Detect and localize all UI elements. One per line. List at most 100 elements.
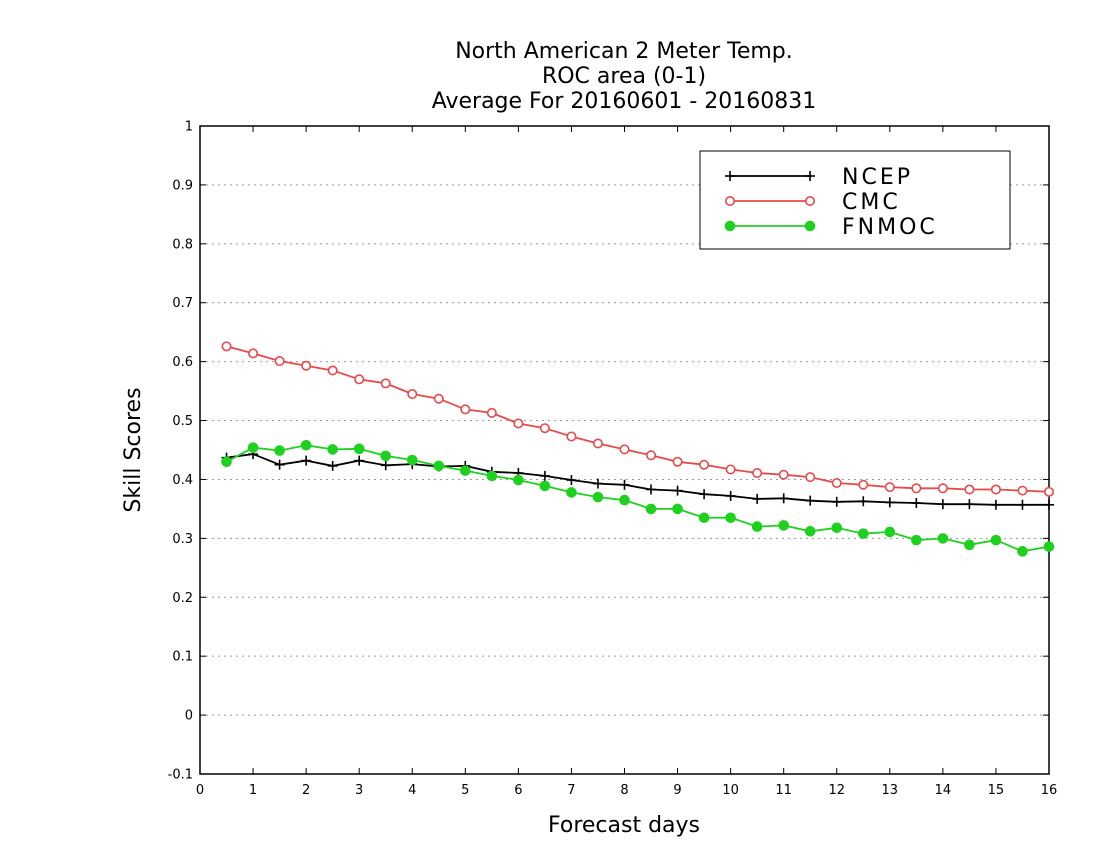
marker-open-circle-cmc (646, 450, 657, 461)
y-tick-label: 0.8 (172, 237, 193, 252)
marker-plus-ncep (646, 484, 657, 495)
marker-filled-circle-fnmoc (486, 470, 498, 482)
y-tick-label: -0.1 (168, 768, 193, 783)
marker-filled-circle-fnmoc (884, 526, 896, 538)
marker-filled-circle-fnmoc (911, 534, 922, 546)
marker-filled-circle-fnmoc (964, 539, 975, 551)
y-tick-label: 0.9 (172, 178, 193, 193)
legend-item-fnmoc: FNMOC (724, 215, 935, 240)
marker-filled-circle-fnmoc (672, 503, 683, 515)
marker-open-circle-cmc (486, 407, 497, 418)
series-fnmoc (221, 439, 1055, 557)
marker-open-circle-cmc (221, 341, 232, 352)
marker-filled-circle-fnmoc (353, 443, 365, 455)
x-tick-label: 0 (196, 783, 204, 798)
marker-open-circle-cmc (725, 464, 736, 475)
x-tick-label: 16 (1041, 783, 1058, 798)
marker-filled-circle-fnmoc (619, 494, 630, 506)
x-axis-title: Forecast days (548, 813, 700, 838)
marker-open-circle-cmc (805, 472, 816, 483)
series-ncep (221, 449, 1054, 510)
marker-filled-circle-fnmoc (751, 521, 763, 532)
y-tick-label: 0.2 (172, 591, 193, 606)
marker-filled-circle-legend (724, 220, 736, 232)
y-tick-label: 0 (185, 709, 193, 724)
marker-filled-circle-fnmoc (566, 487, 577, 498)
series-line-fnmoc (226, 444, 1050, 553)
y-axis-title: Skill Scores (121, 387, 146, 512)
x-tick-label: 9 (673, 783, 681, 798)
marker-open-circle-cmc (274, 356, 285, 367)
y-tick-label: 0.3 (172, 532, 193, 547)
chart-title-line: Average For 20160601 - 20160831 (432, 89, 817, 114)
marker-plus-ncep (327, 460, 338, 471)
x-tick-label: 7 (567, 783, 575, 798)
marker-open-circle-cmc (831, 477, 842, 488)
marker-open-circle-cmc (301, 360, 312, 371)
marker-plus-ncep (778, 493, 789, 504)
marker-open-circle-cmc (884, 482, 895, 493)
marker-filled-circle-fnmoc (380, 450, 392, 462)
marker-open-circle-cmc (460, 404, 471, 415)
marker-plus-ncep (592, 478, 603, 489)
marker-plus-ncep (990, 499, 1001, 510)
x-tick-label: 11 (775, 783, 792, 798)
marker-plus-ncep (301, 455, 312, 466)
marker-open-circle-legend (804, 196, 815, 207)
y-tick-label: 0.1 (172, 650, 193, 665)
series-lines (221, 341, 1055, 557)
marker-filled-circle-legend (804, 220, 816, 232)
marker-plus-ncep (354, 455, 365, 466)
marker-plus-ncep (725, 490, 736, 501)
marker-filled-circle-fnmoc (592, 491, 604, 503)
marker-filled-circle-fnmoc (831, 522, 843, 534)
marker-filled-circle-fnmoc (937, 533, 949, 544)
marker-plus-ncep (1044, 499, 1054, 510)
y-tick-label: 0.6 (172, 355, 193, 370)
marker-filled-circle-fnmoc (327, 444, 338, 455)
marker-filled-circle-fnmoc (990, 534, 1002, 546)
marker-plus-legend (805, 171, 815, 181)
legend-box (699, 150, 1011, 250)
marker-open-circle-cmc (619, 444, 630, 455)
marker-plus-ncep (1017, 499, 1028, 510)
axis-ticks: -0.100.10.20.30.40.50.60.70.80.910 1 2 3 4 5 6… (168, 120, 1058, 799)
marker-plus-ncep (274, 459, 285, 470)
marker-plus-ncep (619, 479, 630, 490)
marker-open-circle-cmc (354, 374, 365, 385)
marker-plus-ncep (831, 496, 842, 507)
marker-filled-circle-fnmoc (725, 512, 736, 524)
marker-filled-circle-fnmoc (247, 442, 259, 453)
y-tick-label: 0.5 (172, 414, 193, 429)
marker-open-circle-cmc (592, 438, 603, 449)
y-tick-label: 0.4 (172, 473, 193, 488)
marker-open-circle-cmc (407, 389, 418, 400)
marker-open-circle-cmc (327, 365, 338, 376)
marker-filled-circle-fnmoc (406, 454, 418, 466)
y-tick-label: 1 (185, 120, 193, 135)
marker-plus-ncep (699, 489, 710, 500)
marker-plus-ncep (539, 470, 550, 481)
y-tick-label: 0.7 (172, 296, 193, 311)
x-tick-label: 10 (722, 783, 739, 798)
chart-title-line: North American 2 Meter Temp. (455, 39, 793, 64)
x-tick-label: 4 (408, 783, 416, 798)
marker-filled-circle-fnmoc (221, 456, 232, 468)
x-tick-label: 14 (935, 783, 952, 798)
x-tick-label: 8 (620, 783, 628, 798)
marker-plus-ncep (937, 499, 948, 510)
marker-plus-ncep (752, 493, 763, 504)
series-line-cmc (226, 345, 1050, 493)
marker-filled-circle-fnmoc (300, 439, 312, 451)
legend-item-ncep: NCEP (725, 165, 910, 190)
marker-open-circle-cmc (911, 483, 922, 494)
marker-open-circle-cmc (937, 483, 948, 494)
x-tick-label: 1 (249, 783, 257, 798)
marker-plus-ncep (805, 495, 816, 506)
marker-filled-circle-fnmoc (1017, 546, 1028, 557)
marker-open-circle-cmc (1017, 485, 1028, 496)
legend-label: CMC (842, 190, 901, 215)
marker-open-circle-legend (724, 196, 735, 207)
